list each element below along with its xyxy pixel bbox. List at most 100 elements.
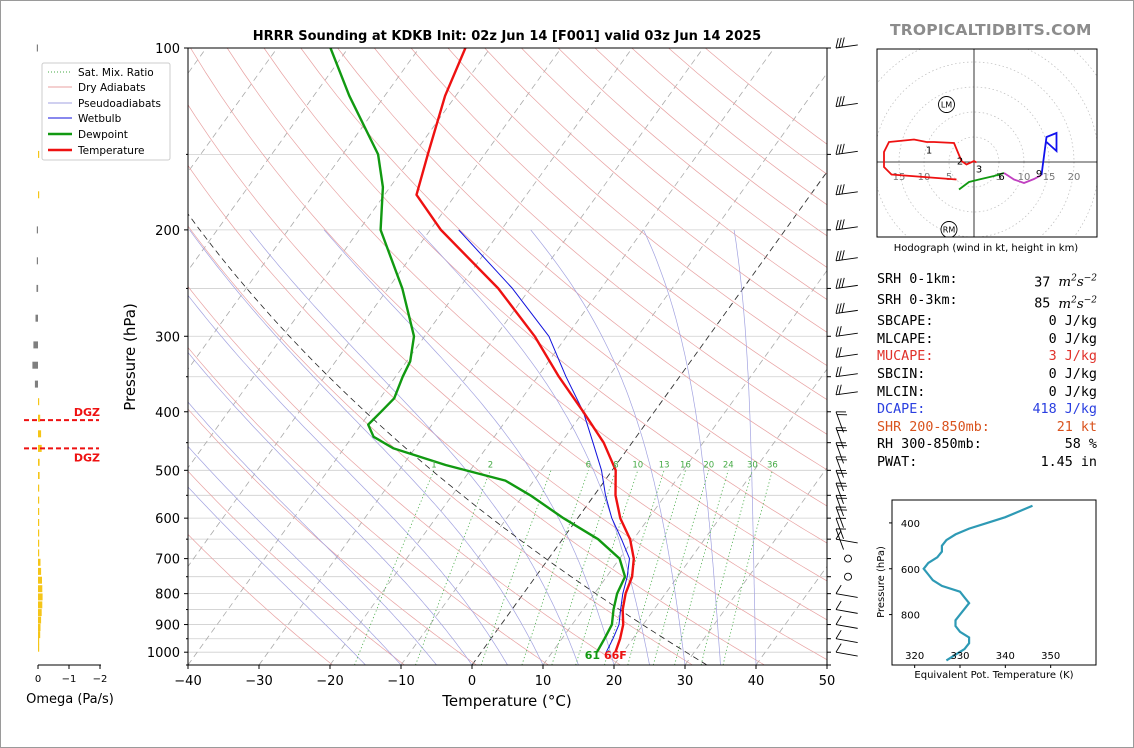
- param-label: SBCAPE:: [877, 314, 934, 330]
- barb-flag: [835, 347, 839, 358]
- barb-flag: [835, 584, 842, 594]
- dry-adiabat-line: [300, 48, 827, 507]
- dry-adiabat-line: [188, 286, 621, 665]
- dry-adiabat-line: [188, 408, 477, 665]
- hodo-segment: [883, 138, 977, 181]
- theta-e-trace: [922, 504, 1033, 662]
- omega-bar: [36, 226, 38, 234]
- hodo-segment: [1003, 172, 1042, 184]
- dewpoint-line: [329, 48, 627, 653]
- barb-flag: [835, 384, 839, 395]
- barb-shaft: [835, 332, 858, 337]
- mixing-ratio-label: 16: [680, 460, 691, 470]
- mixing-ratio-label: 36: [767, 460, 778, 470]
- moist-adiabat-line: [323, 229, 615, 665]
- moist-adiabat-line: [188, 351, 473, 665]
- moist-adiabat-line: [733, 229, 757, 665]
- omega-bar: [38, 150, 40, 158]
- barb-flag: [841, 95, 845, 106]
- omega-bar: [38, 567, 42, 575]
- param-row-sbcin: SBCIN: 0 J/kg: [877, 366, 1097, 384]
- omega-bar: [38, 616, 42, 624]
- barb-flag: [838, 184, 842, 195]
- x-tick-label: −30: [245, 674, 272, 689]
- moist-adiabat-line: [530, 229, 686, 665]
- omega-bar: [38, 631, 41, 639]
- isotherm-line: [188, 48, 278, 173]
- mixing-ratio-label: 20: [703, 460, 714, 470]
- temperature-line: [415, 48, 635, 653]
- param-row-dcape: DCAPE: 418 J/kg: [877, 401, 1097, 419]
- param-row-srh1: SRH 0-1km: 37 m2s−2: [877, 271, 1097, 292]
- y-tick-label: 400: [155, 406, 180, 421]
- mixing-ratio-label: 24: [723, 460, 734, 470]
- hodo-height-label: 3: [976, 165, 982, 176]
- dry-adiabat-line: [188, 346, 549, 665]
- param-value: 0 J/kg: [1048, 331, 1097, 347]
- omega-bar: [38, 529, 40, 537]
- omega-axis-label: Omega (Pa/s): [26, 692, 114, 707]
- y-tick-label: 600: [155, 512, 180, 527]
- dry-adiabat-line: [188, 104, 827, 661]
- omega-bar: [38, 624, 41, 631]
- hodo-ring-label: 15: [1043, 172, 1056, 183]
- barb-flag: [835, 326, 839, 337]
- barb-flag: [841, 37, 845, 48]
- legend-label-temperature: Temperature: [77, 145, 145, 157]
- hodo-segment: [1040, 131, 1058, 176]
- x-tick-label: 20: [606, 674, 623, 689]
- omega-bar: [38, 398, 40, 406]
- isotherm-line: [329, 48, 775, 665]
- omega-bar: [38, 519, 40, 526]
- barb-flag: [835, 366, 839, 377]
- dgz-label: DGZ: [74, 451, 100, 464]
- omega-bar: [36, 44, 38, 52]
- skewt-plot-frame: [187, 47, 828, 666]
- x-tick-label: −20: [316, 674, 343, 689]
- omega-bar: [33, 341, 38, 349]
- param-number: 85: [1034, 296, 1051, 312]
- param-value: 0 J/kg: [1048, 366, 1097, 382]
- barb-shaft: [835, 593, 858, 598]
- x-tick-label: 30: [677, 674, 694, 689]
- unit-exp: −2: [1083, 295, 1097, 306]
- unit-exp: 2: [1071, 274, 1077, 284]
- barb-flag: [835, 530, 842, 540]
- theta-x-tick-label: 320: [905, 651, 924, 662]
- barb-flag: [835, 38, 839, 49]
- barb-flag: [841, 302, 845, 313]
- mixing-ratio-line: [700, 470, 753, 665]
- barb-flag: [838, 303, 842, 314]
- barb-flag: [838, 384, 842, 395]
- barb-shaft: [835, 373, 858, 378]
- storm-motion-marker: [940, 221, 958, 237]
- barb-flag: [835, 643, 842, 653]
- unit-exp: 2: [1071, 295, 1077, 306]
- omega-bar: [38, 549, 40, 557]
- param-value: 0 J/kg: [1048, 384, 1097, 400]
- omega-bar: [35, 314, 38, 322]
- barb-flag: [835, 303, 839, 314]
- omega-bar: [38, 430, 42, 438]
- y-tick-label: 500: [155, 464, 180, 479]
- y-tick-label: 200: [155, 224, 180, 239]
- param-row-mucape: MUCAPE: 3 J/kg: [877, 348, 1097, 366]
- dry-adiabat-line: [188, 533, 333, 665]
- barb-shaft: [835, 226, 858, 231]
- param-unit: m2s−2: [1058, 274, 1097, 290]
- barb-shaft: [835, 456, 844, 478]
- param-value: 37 m2s−2: [1034, 271, 1097, 292]
- theta-e-line: [922, 504, 1033, 662]
- omega-bar: [34, 380, 38, 388]
- hodograph-frame: [876, 48, 1098, 238]
- hodo-ring-label: 10: [1018, 172, 1031, 183]
- x-tick-label: 0: [468, 674, 476, 689]
- theta-e-x-label: Equivalent Pot. Temperature (K): [914, 670, 1073, 681]
- mixing-ratio-label: 1: [431, 460, 436, 470]
- barb-shaft: [835, 538, 858, 544]
- mixing-ratio-label: 2: [488, 460, 493, 470]
- param-row-mlcape: MLCAPE: 0 J/kg: [877, 331, 1097, 349]
- theta-y-tick-label: 600: [901, 565, 920, 576]
- param-value: 1.45 in: [1040, 454, 1097, 470]
